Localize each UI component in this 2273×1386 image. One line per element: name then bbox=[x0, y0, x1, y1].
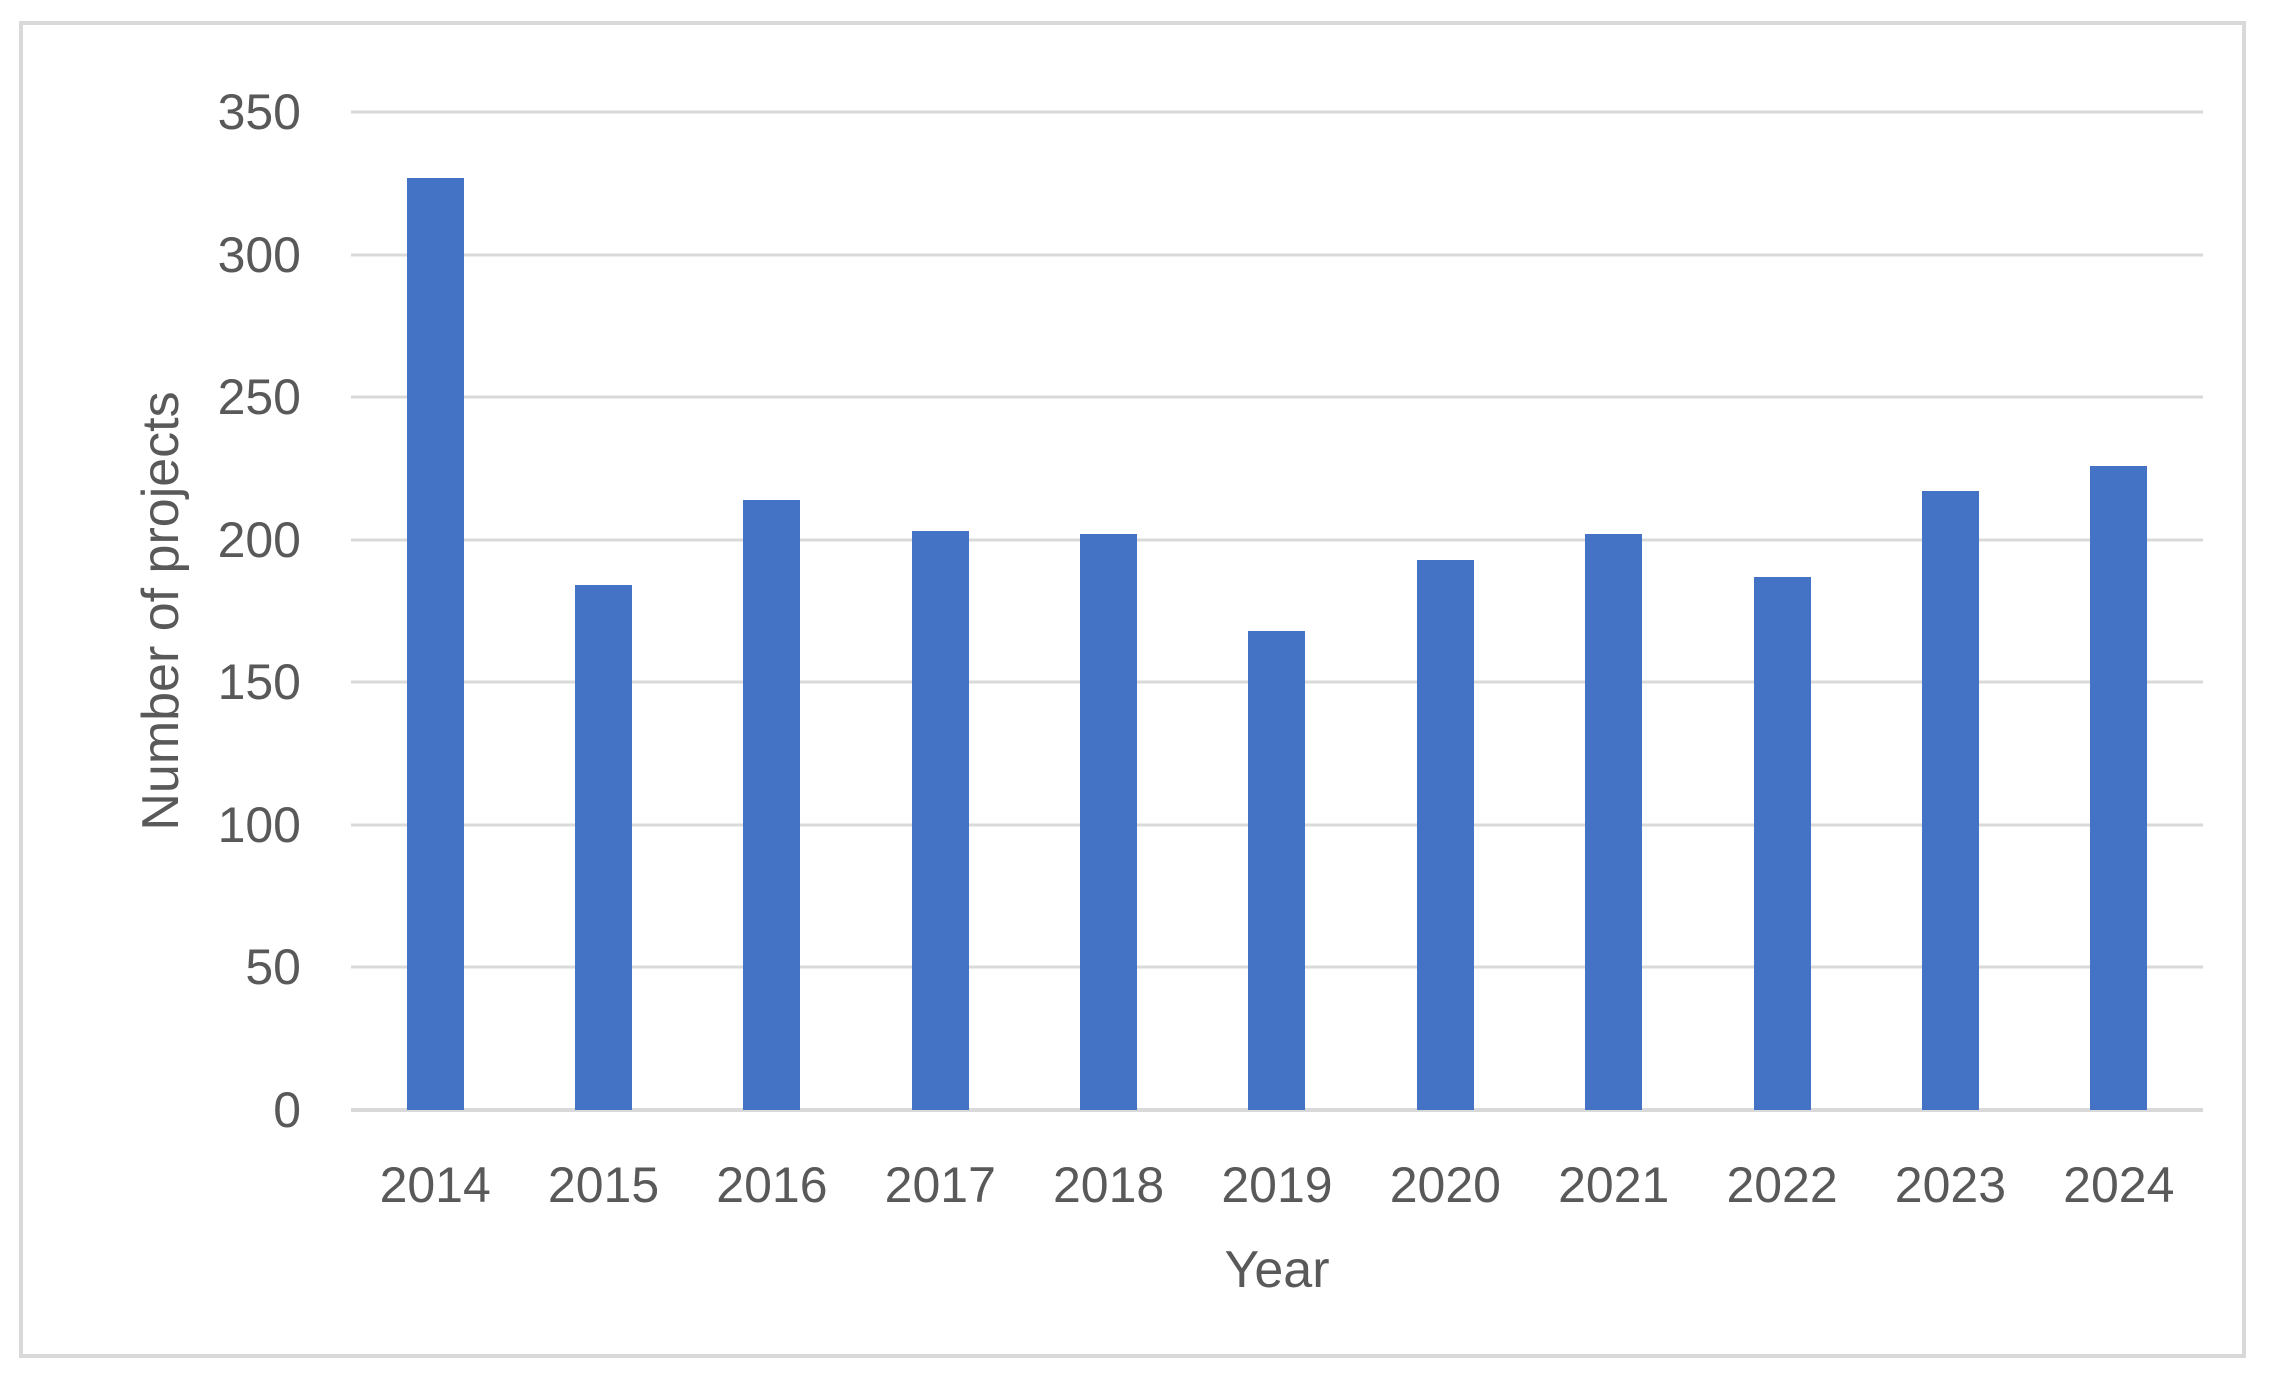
bar-slot bbox=[1361, 112, 1529, 1110]
gridline bbox=[351, 110, 2203, 114]
bar-slot bbox=[2035, 112, 2203, 1110]
bar-2023 bbox=[1921, 491, 1979, 1110]
plot-area bbox=[351, 110, 2203, 1112]
gridline bbox=[351, 395, 2203, 399]
bar-2014 bbox=[406, 177, 464, 1110]
bar-2021 bbox=[1585, 534, 1643, 1110]
x-axis-tick-labels: 2014 2015 2016 2017 2018 2019 2020 2021 2022 2023… bbox=[351, 1155, 2203, 1215]
x-tick-label: 2017 bbox=[884, 1157, 996, 1213]
bar-2022 bbox=[1753, 576, 1811, 1110]
x-tick-label: 2023 bbox=[1894, 1157, 2007, 1213]
x-tick-label: 2020 bbox=[1389, 1157, 1501, 1213]
bar-slot bbox=[1698, 112, 1866, 1110]
x-tick-label: 2016 bbox=[716, 1157, 828, 1213]
y-tick-label: 100 bbox=[217, 796, 301, 853]
bar-slot bbox=[1193, 112, 1361, 1110]
x-tick-label: 2024 bbox=[2063, 1157, 2175, 1213]
bar-slot bbox=[351, 112, 519, 1110]
chart-frame-border: 0 50 100 150 200 250 300 350 2014 2015 2016 2017 20… bbox=[19, 21, 2246, 1358]
x-tick-label: 2015 bbox=[547, 1157, 660, 1213]
bar-slot bbox=[1530, 112, 1698, 1110]
gridline bbox=[351, 538, 2203, 542]
x-tick-label: 2018 bbox=[1053, 1157, 1165, 1213]
bar-slot bbox=[519, 112, 687, 1110]
bar-slot bbox=[1024, 112, 1192, 1110]
bar-2015 bbox=[575, 585, 633, 1110]
y-tick-label: 0 bbox=[273, 1082, 301, 1138]
x-tick-label: 2014 bbox=[379, 1157, 491, 1213]
x-tick-label: 2019 bbox=[1221, 1157, 1333, 1213]
x-axis-line bbox=[351, 1108, 2203, 1112]
x-tick-label: 2022 bbox=[1726, 1157, 1838, 1213]
y-tick-label: 50 bbox=[245, 939, 301, 996]
y-axis-tick-labels: 0 50 100 150 200 250 300 350 bbox=[23, 87, 301, 1135]
bar-2019 bbox=[1248, 630, 1306, 1110]
bar-2018 bbox=[1080, 534, 1138, 1110]
y-tick-label: 150 bbox=[217, 654, 301, 711]
bar-slot bbox=[856, 112, 1024, 1110]
bar-2016 bbox=[743, 499, 801, 1110]
bar-slot bbox=[1866, 112, 2034, 1110]
x-axis-title: Year bbox=[1224, 1241, 1330, 1299]
bars-layer bbox=[351, 112, 2203, 1110]
y-tick-label: 350 bbox=[217, 84, 301, 140]
bar-2020 bbox=[1416, 559, 1474, 1110]
bar-2024 bbox=[2090, 465, 2148, 1110]
x-tick-label: 2021 bbox=[1558, 1157, 1670, 1213]
y-tick-label: 250 bbox=[217, 369, 301, 426]
gridline bbox=[351, 253, 2203, 257]
y-tick-label: 200 bbox=[217, 511, 301, 568]
bar-2017 bbox=[911, 531, 969, 1110]
y-axis-title: Number of projects bbox=[132, 391, 190, 831]
y-tick-label: 300 bbox=[217, 226, 301, 283]
bar-slot bbox=[688, 112, 856, 1110]
